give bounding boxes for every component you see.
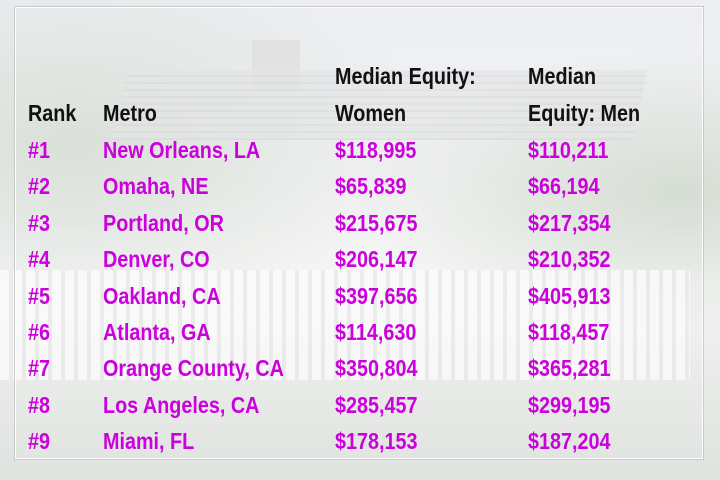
table-cell-men: $365,281 [528,355,611,382]
table-cell-women: $118,995 [335,137,417,163]
table-cell-metro: Denver, CO [103,246,210,273]
table-cell-metro: Atlanta, GA [103,319,211,345]
table-cell-women: $215,675 [335,209,418,236]
table-cell-men: $299,195 [528,391,611,418]
table-cell-women: $397,656 [335,282,418,309]
table-cell-rank: #8 [28,391,51,418]
table-cell-men: $187,204 [528,428,611,455]
table-cell-men: $66,194 [528,173,600,200]
header-women-line2: Women [335,100,407,126]
table-cell-rank: #5 [28,282,51,309]
table-cell-women: $114,630 [335,319,417,345]
background-fence [0,270,690,380]
header-men-line2: Equity: Men [528,100,641,126]
table-cell-women: $206,147 [335,246,418,273]
background-walkway [0,380,720,480]
table-cell-metro: New Orleans, LA [103,137,261,163]
table-cell-metro: Portland, OR [103,209,224,236]
header-metro: Metro [103,100,157,126]
table-cell-men: $405,913 [528,282,611,309]
table-cell-women: $285,457 [335,391,418,418]
table-cell-metro: Omaha, NE [103,173,209,200]
table-cell-rank: #6 [28,319,51,345]
table-frame [14,6,704,460]
table-cell-men: $118,457 [528,319,610,345]
table-cell-women: $178,153 [335,428,418,455]
table-cell-metro: Orange County, CA [103,355,284,382]
table-cell-metro: Los Angeles, CA [103,391,260,418]
table-cell-women: $350,804 [335,355,418,382]
header-rank: Rank [28,100,77,126]
table-cell-metro: Oakland, CA [103,282,221,309]
header-men-line1: Median [528,63,597,89]
table-cell-rank: #9 [28,428,51,455]
table-cell-rank: #2 [28,173,51,200]
table-cell-men: $217,354 [528,209,611,236]
header-women-line1: Median Equity: [335,63,476,89]
table-cell-rank: #3 [28,209,51,236]
table-cell-metro: Miami, FL [103,428,195,455]
table-cell-women: $65,839 [335,173,407,200]
table-cell-men: $110,211 [528,137,609,163]
table-cell-men: $210,352 [528,246,611,273]
table-cell-rank: #7 [28,355,51,382]
table-cell-rank: #1 [28,137,51,163]
table-cell-rank: #4 [28,246,51,273]
